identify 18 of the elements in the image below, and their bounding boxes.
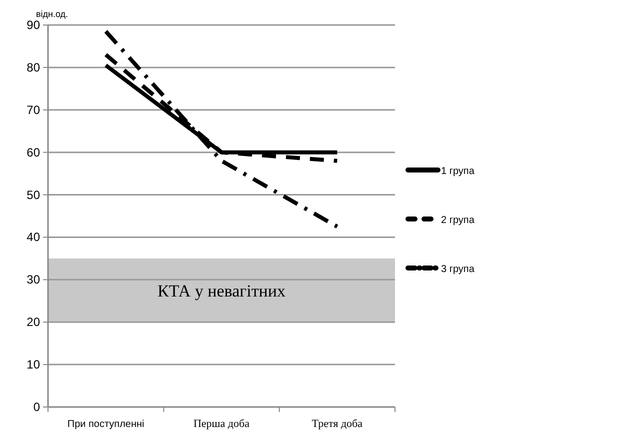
y-tick-label: 70 [26, 102, 40, 117]
y-axis-title: відн.од. [36, 9, 68, 19]
x-tick-label: При поступленні [67, 419, 144, 430]
y-tick-label: 10 [26, 358, 40, 372]
y-tick-label: 50 [26, 188, 40, 202]
y-tick-label: 30 [26, 272, 40, 287]
y-tick-label: 80 [26, 60, 40, 74]
y-tick-label: 20 [26, 315, 40, 330]
y-tick-label: 60 [26, 145, 40, 160]
band-label: КТА у невагітних [158, 281, 286, 300]
legend-label: 3 група [441, 264, 475, 275]
x-tick-label: Перша доба [193, 418, 250, 430]
y-tick-label: 0 [33, 400, 40, 414]
y-tick-label: 90 [26, 18, 40, 32]
y-tick-label: 40 [26, 230, 40, 244]
x-tick-label: Третя доба [312, 418, 363, 430]
legend-label: 2 група [441, 215, 475, 226]
legend-label: 1 група [441, 166, 475, 177]
